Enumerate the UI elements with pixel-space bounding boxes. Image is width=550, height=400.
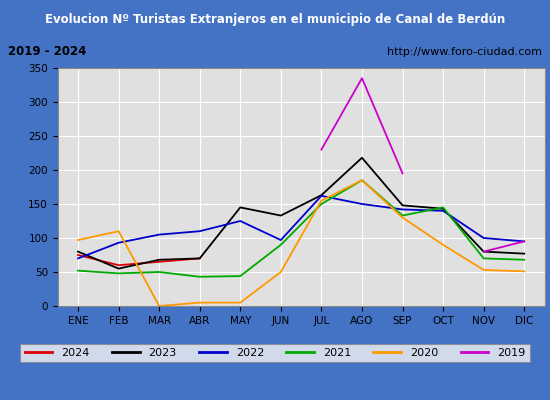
- Text: 2019 - 2024: 2019 - 2024: [8, 45, 86, 58]
- Text: Evolucion Nº Turistas Extranjeros en el municipio de Canal de Berdún: Evolucion Nº Turistas Extranjeros en el …: [45, 14, 505, 26]
- Text: http://www.foro-ciudad.com: http://www.foro-ciudad.com: [387, 47, 542, 57]
- Legend: 2024, 2023, 2022, 2021, 2020, 2019: 2024, 2023, 2022, 2021, 2020, 2019: [20, 344, 530, 362]
